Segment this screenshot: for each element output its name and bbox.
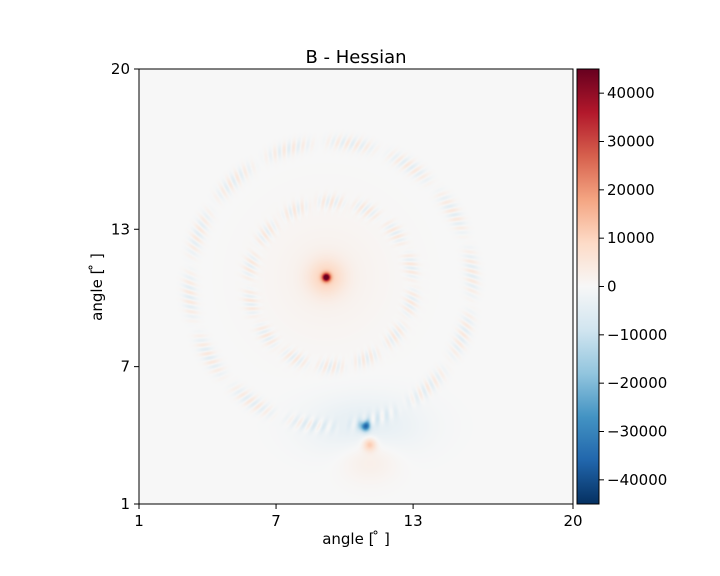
y-axis-label: angle [ ̊ ] [88, 253, 106, 321]
heatmap-plot [138, 68, 574, 505]
colorbar-tick-label: −40000 [607, 471, 667, 489]
x-axis-label: angle [ ̊ ] [322, 530, 390, 548]
x-tick-label: 7 [271, 512, 281, 530]
colorbar-tick-label: 20000 [607, 181, 655, 199]
colorbar-gradient [576, 68, 600, 505]
colorbar-tick-label: 10000 [607, 229, 655, 247]
colorbar-tick-label: 30000 [607, 133, 655, 151]
chart-title: B - Hessian [305, 47, 406, 68]
colorbar-tick-label: 40000 [607, 84, 655, 102]
y-axis: 1 7 13 20 [111, 60, 139, 513]
y-tick-label: 20 [111, 60, 130, 78]
y-tick-label: 1 [120, 495, 130, 513]
heatmap-image [139, 69, 573, 504]
colorbar: 40000 30000 20000 10000 0 −10000 −20000 −30000 −… [576, 68, 667, 505]
x-tick-label: 1 [134, 512, 144, 530]
colorbar-tick-label: −10000 [607, 326, 667, 344]
colorbar-tick-label: −30000 [607, 423, 667, 441]
y-tick-label: 7 [120, 358, 130, 376]
x-axis: 1 7 13 20 [134, 504, 583, 530]
x-tick-label: 20 [563, 512, 582, 530]
x-tick-label: 13 [404, 512, 423, 530]
colorbar-tick-label: −20000 [607, 374, 667, 392]
y-tick-label: 13 [111, 220, 130, 238]
plot-frame [138, 68, 574, 505]
colorbar-ticks: 40000 30000 20000 10000 0 −10000 −20000 −30000 −… [599, 84, 667, 489]
colorbar-tick-label: 0 [607, 278, 617, 296]
